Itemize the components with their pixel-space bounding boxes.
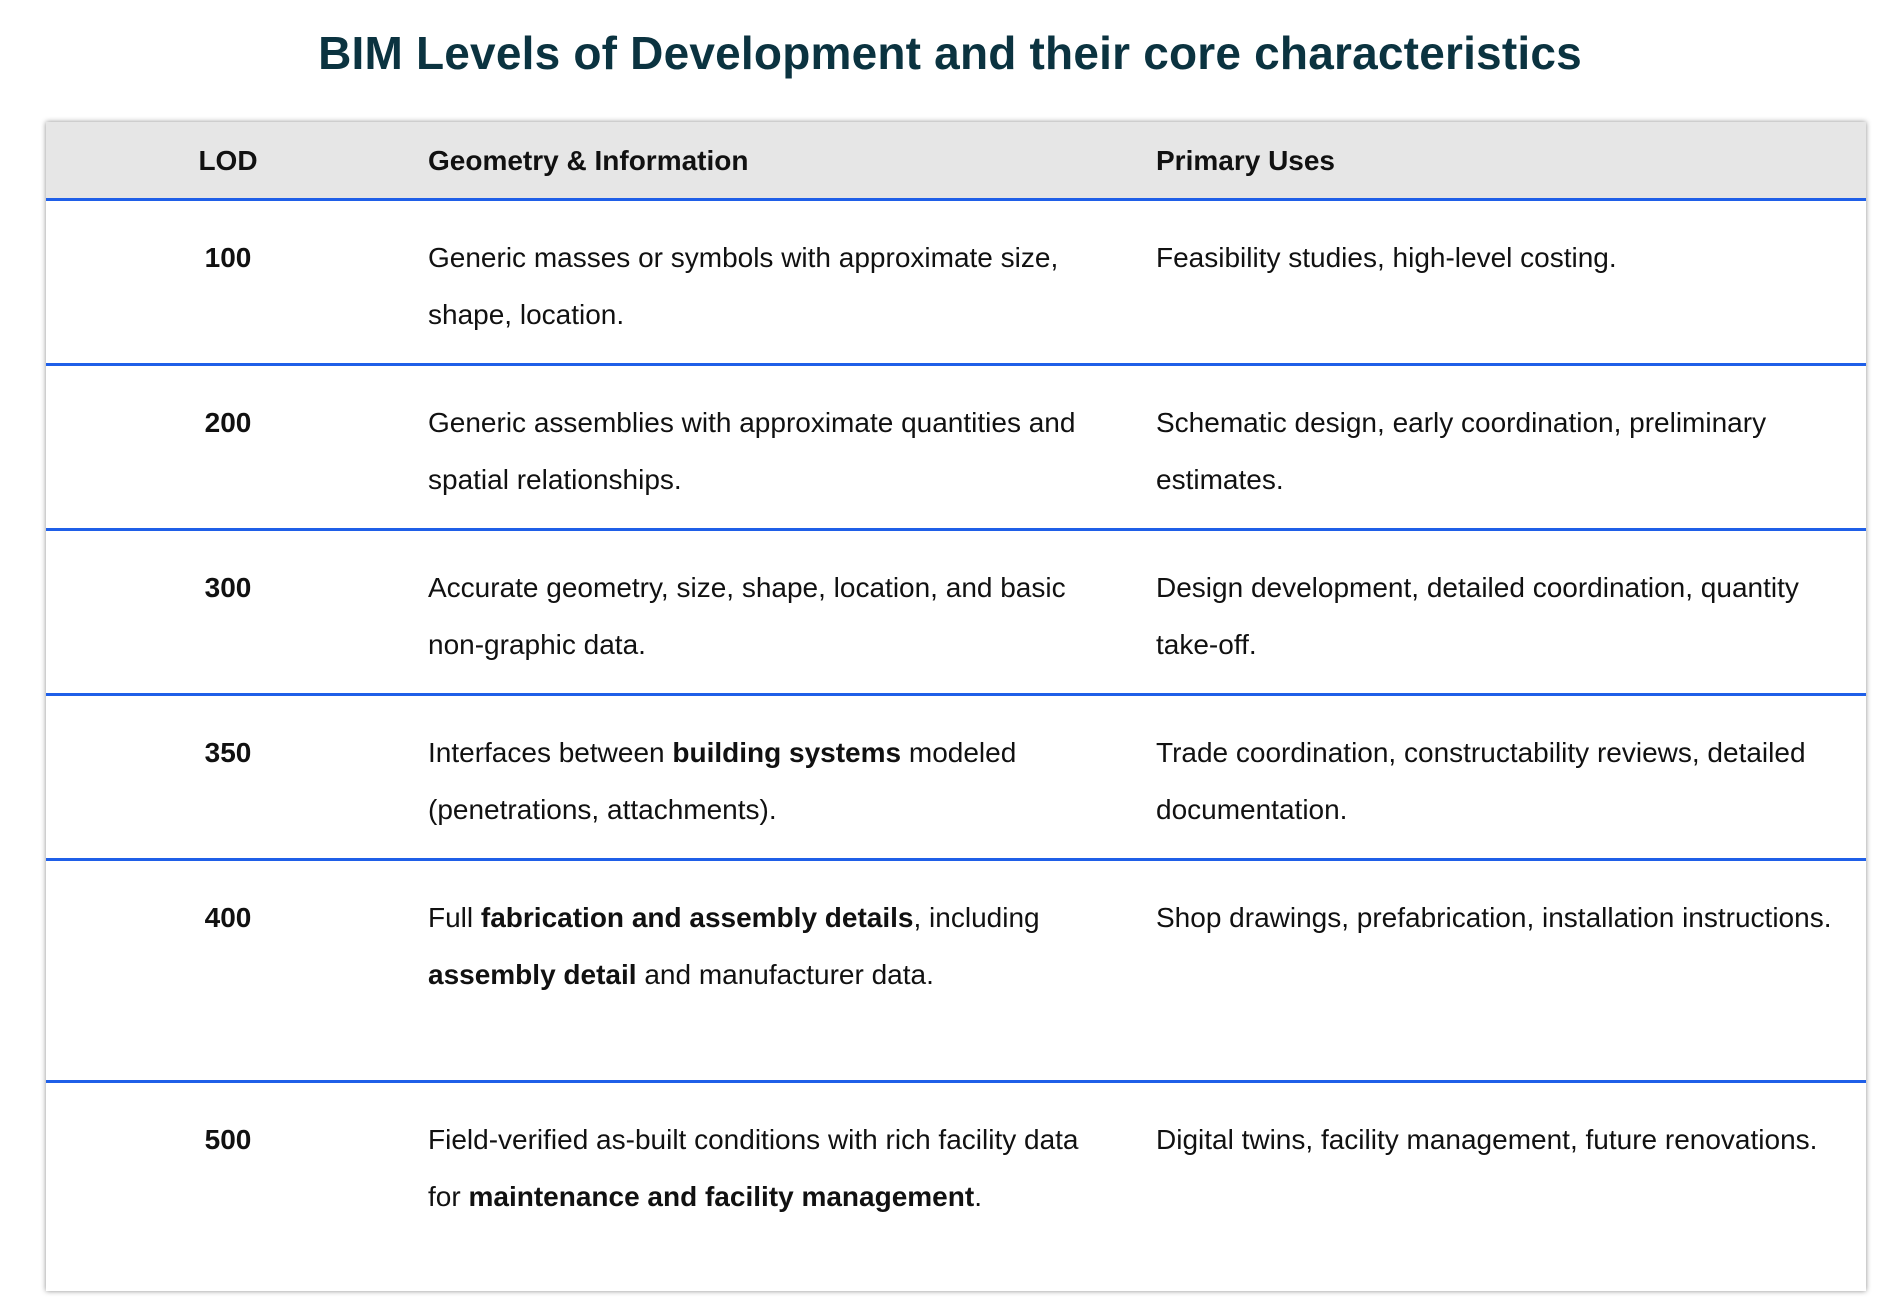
text-span: and manufacturer data. xyxy=(636,959,934,990)
text-span: Interfaces between xyxy=(428,737,673,768)
table-row: 500 Field-verified as-built conditions wi… xyxy=(46,1083,1866,1291)
uses-cell: Shop drawings, prefabrication, installat… xyxy=(1156,902,1832,933)
lod-cell: 300 xyxy=(204,572,252,603)
lod-cell: 350 xyxy=(204,737,252,768)
uses-cell: Design development, detailed coordinatio… xyxy=(1156,572,1799,660)
table-row: 350 Interfaces between building systems m… xyxy=(46,696,1866,861)
header-uses: Primary Uses xyxy=(1156,144,1336,176)
geometry-cell: Interfaces between building systems mode… xyxy=(410,696,1138,858)
text-span: Generic assemblies with approximate quan… xyxy=(428,407,1076,495)
table-row: 100 Generic masses or symbols with approx… xyxy=(46,201,1866,366)
table-header-row: LOD Geometry & Information Primary Uses xyxy=(46,122,1866,201)
lod-cell: 500 xyxy=(204,1124,252,1155)
geometry-cell: Field-verified as-built conditions with … xyxy=(410,1083,1138,1291)
table-row: 300 Accurate geometry, size, shape, locat… xyxy=(46,531,1866,696)
text-span: modeled (penetrations, attachments). xyxy=(428,737,1017,825)
geometry-cell: Generic assemblies with approximate quan… xyxy=(410,366,1138,528)
lod-cell: 100 xyxy=(204,242,252,273)
header-geometry: Geometry & Information xyxy=(428,144,749,176)
lod-cell: 200 xyxy=(204,407,252,438)
text-span: Field-verified as-built conditions with … xyxy=(428,1124,1079,1212)
lod-cell: 400 xyxy=(204,902,252,933)
uses-cell: Schematic design, early coordination, pr… xyxy=(1156,407,1767,495)
geometry-cell: Full fabrication and assembly details, i… xyxy=(410,861,1138,1080)
page-title: BIM Levels of Development and their core… xyxy=(318,27,1582,79)
text-span: Accurate geometry, size, shape, location… xyxy=(428,572,1066,660)
uses-cell: Digital twins, facility management, futu… xyxy=(1156,1124,1818,1155)
text-span: Generic masses or symbols with approxima… xyxy=(428,242,1059,330)
geometry-cell: Generic masses or symbols with approxima… xyxy=(410,201,1138,363)
text-span: , including xyxy=(913,902,1040,933)
bold-text: maintenance and facility management xyxy=(468,1181,975,1212)
uses-cell: Feasibility studies, high-level costing. xyxy=(1156,242,1617,273)
text-span: Full xyxy=(428,902,481,933)
text-span: . xyxy=(974,1181,982,1212)
table-row: 200 Generic assemblies with approximate q… xyxy=(46,366,1866,531)
bold-text: assembly detail xyxy=(428,959,637,990)
uses-cell: Trade coordination, constructability rev… xyxy=(1156,737,1806,825)
header-lod: LOD xyxy=(198,144,258,176)
table-row: 400 Full fabrication and assembly details… xyxy=(46,861,1866,1083)
bold-text: building systems xyxy=(672,737,902,768)
geometry-cell: Accurate geometry, size, shape, location… xyxy=(410,531,1138,693)
bold-text: fabrication and assembly details xyxy=(480,902,914,933)
lod-table: LOD Geometry & Information Primary Uses … xyxy=(46,122,1866,1291)
